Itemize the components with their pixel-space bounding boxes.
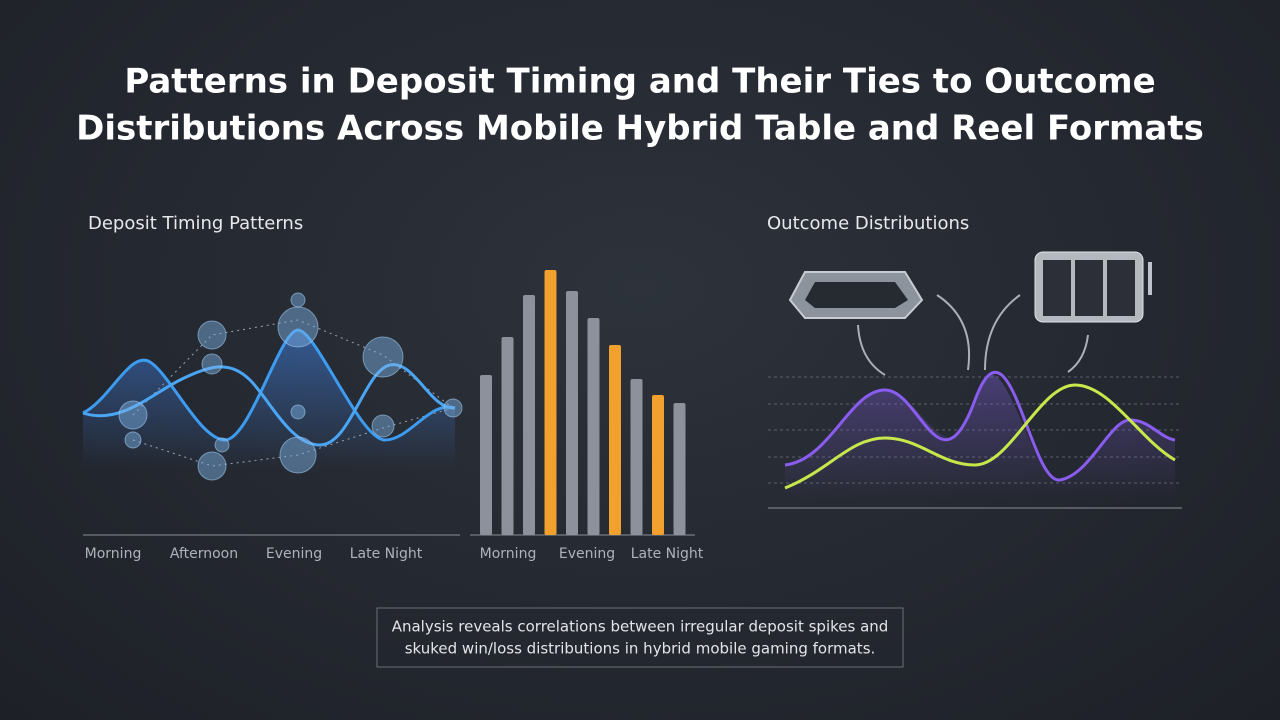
table-icon [805,282,908,308]
bar [480,375,492,535]
x-label: Morning [85,546,142,562]
bar [587,318,600,535]
wave-area [83,330,455,470]
bar [523,295,535,535]
bar [630,379,643,535]
bar [501,337,514,535]
title-line: Distributions Across Mobile Hybrid Table… [76,109,1204,149]
panel-label: Deposit Timing Patterns [88,213,303,234]
bar [609,345,621,535]
x-label: Late Night [631,546,704,562]
distribution-chart [768,251,1182,509]
bubbles [118,292,463,481]
panel-label: Outcome Distributions [767,213,969,234]
wave-line [82,363,456,447]
curve-line [784,383,1176,490]
wave-line [82,328,456,442]
curve-area [785,374,1175,500]
slot-reel [1043,260,1071,316]
bar [566,291,578,535]
arrows [857,294,1089,376]
bar [544,270,557,535]
x-label: Late Night [350,546,423,562]
bar-chart: Morning Evening Late Night [470,270,704,562]
x-label: Afternoon [170,546,238,562]
curve-line [784,370,1176,482]
dotted-guide [132,319,454,467]
slot-reel [1075,260,1103,316]
caption-box [376,607,904,668]
slot-reel [1107,260,1135,316]
x-label: Morning [480,546,537,562]
bar [652,395,664,535]
caption: skuked win/loss distributions in hybrid … [405,640,876,658]
title-line: Patterns in Deposit Timing and Their Tie… [124,62,1155,102]
x-label: Evening [266,546,322,562]
x-label: Evening [559,546,615,562]
bar [673,403,686,535]
caption: Analysis reveals correlations between ir… [392,618,889,636]
wave-chart: Morning Afternoon Evening Late Night [82,292,463,562]
